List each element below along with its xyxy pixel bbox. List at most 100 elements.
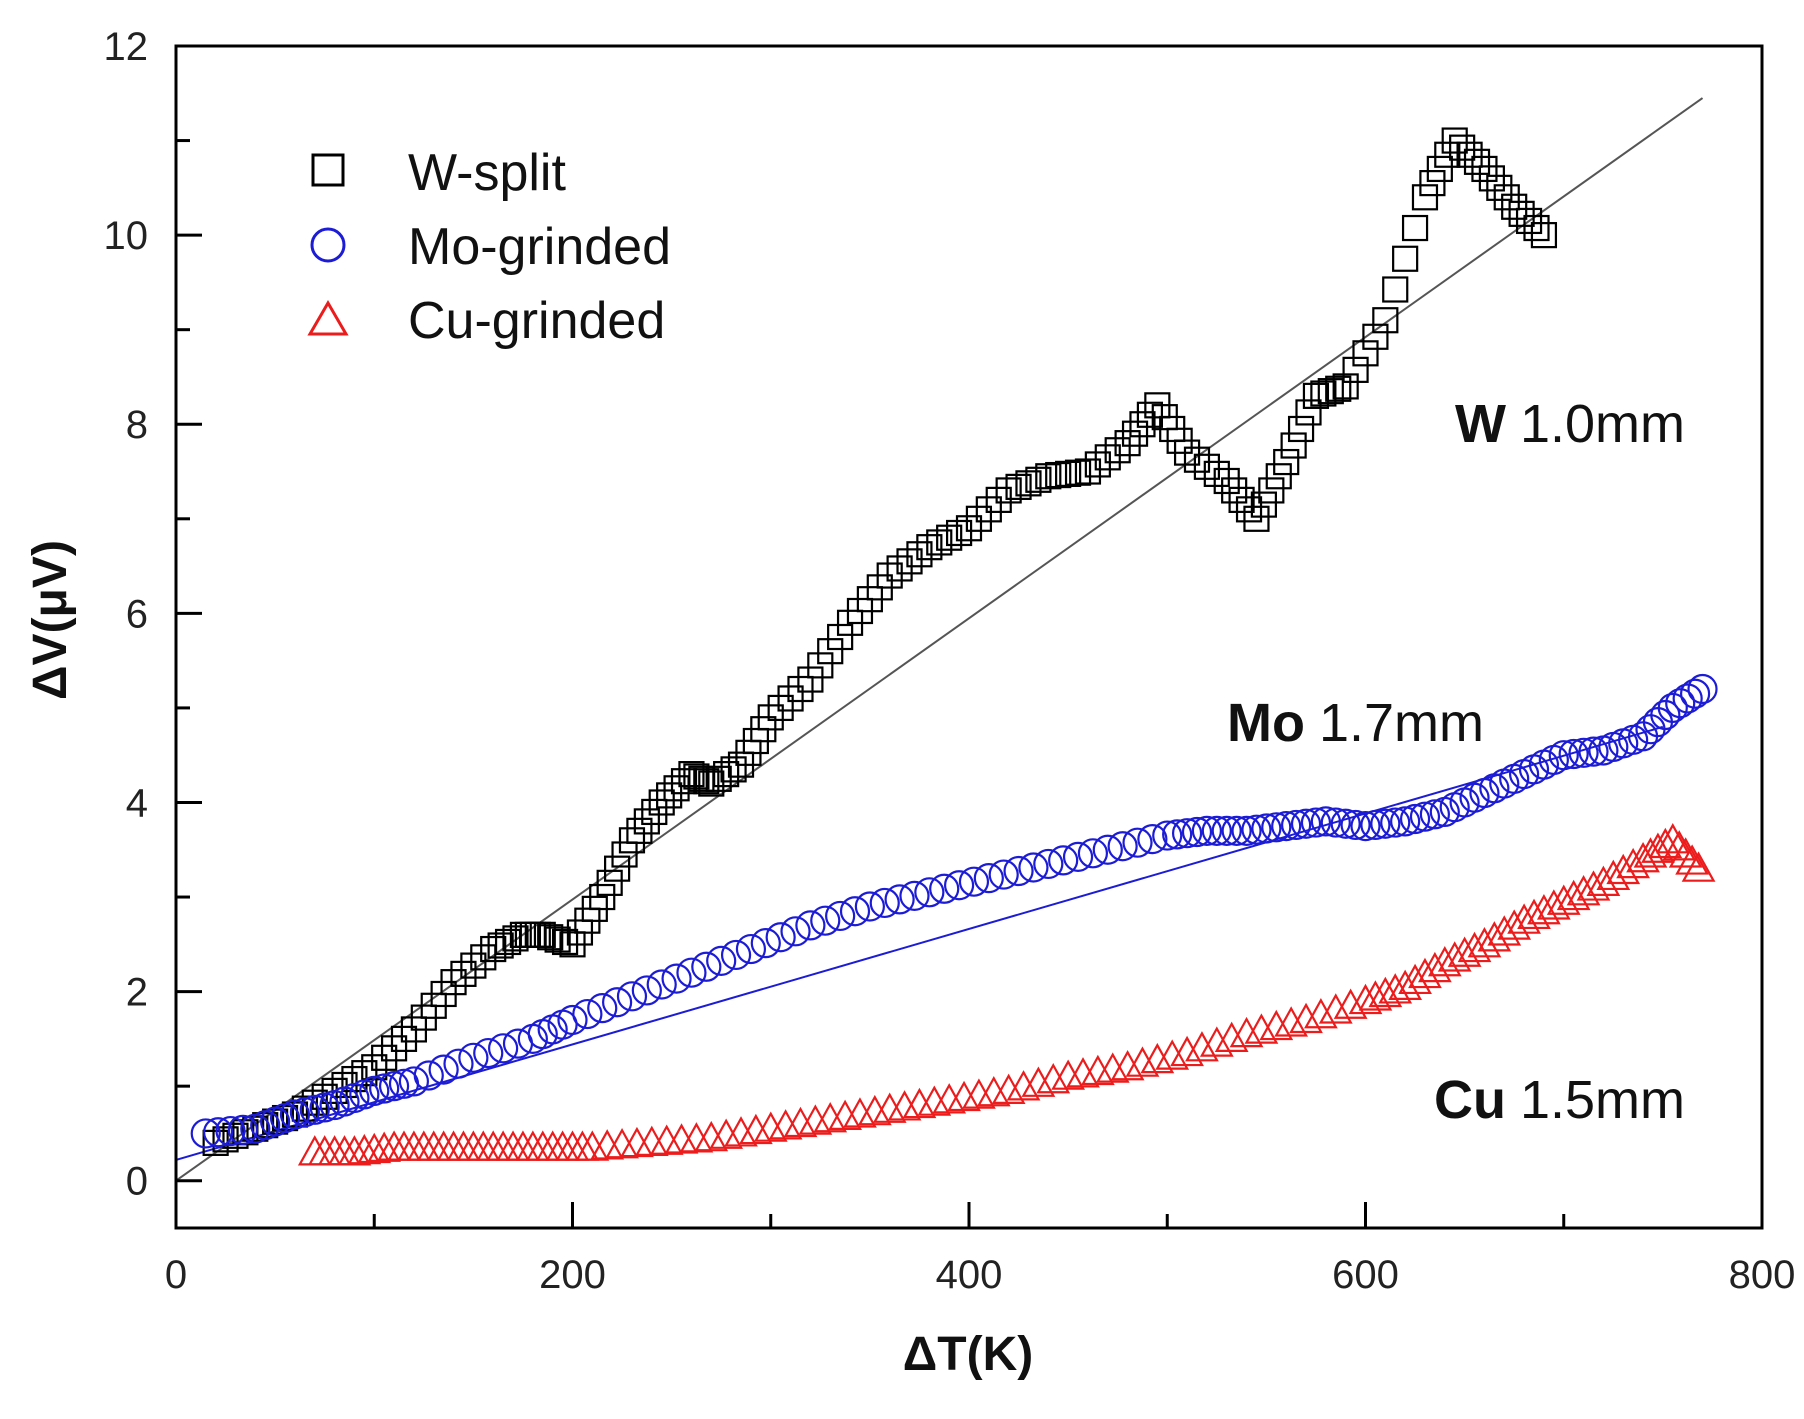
data-point-w-split	[757, 704, 784, 731]
data-point-w-split	[487, 932, 514, 959]
data-point-mo-grinded	[810, 905, 841, 936]
data-point-mo-grinded	[1018, 852, 1049, 883]
data-point-w-split	[1193, 453, 1221, 480]
data-point-mo-grinded	[1152, 820, 1183, 851]
data-point-w-split	[1045, 461, 1072, 489]
data-point-w-split	[827, 623, 854, 651]
data-point-cu-grinded	[506, 1130, 540, 1161]
annotation-w-bold: W	[1455, 394, 1506, 454]
data-point-mo-grinded	[1390, 806, 1421, 837]
data-point-w-split	[380, 1035, 408, 1062]
data-point-w-split	[683, 763, 710, 790]
data-point-mo-grinded	[428, 1054, 459, 1085]
data-point-w-split	[1258, 477, 1285, 504]
data-point-w-split	[544, 926, 571, 953]
annotation-cu: Cu 1.5mm	[1434, 1070, 1685, 1130]
data-point-mo-grinded	[661, 963, 692, 994]
data-point-w-split	[604, 855, 631, 882]
data-point-w-split	[1392, 245, 1419, 272]
data-point-cu-grinded	[1668, 837, 1703, 868]
data-point-w-split	[1129, 411, 1156, 438]
data-point-cu-grinded	[1398, 963, 1432, 995]
data-point-mo-grinded	[1370, 808, 1401, 839]
data-point-w-split	[955, 515, 983, 542]
data-point-w-split	[633, 808, 660, 835]
data-point-cu-grinded	[1333, 988, 1368, 1019]
legend-marker-mo-grinded	[310, 227, 346, 263]
annotation-w: W 1.0mm	[1455, 394, 1685, 454]
legend: W-split Mo-grinded Cu-grinded	[307, 144, 671, 350]
data-point-w-split	[1530, 222, 1558, 249]
data-point-w-split	[1243, 505, 1270, 532]
data-point-mo-grinded	[215, 1115, 246, 1147]
data-point-mo-grinded	[557, 1004, 588, 1036]
data-point-cu-grinded	[337, 1135, 372, 1166]
data-point-cu-grinded	[649, 1124, 684, 1155]
data-point-mo-grinded	[1271, 811, 1302, 842]
data-point-cu-grinded	[783, 1106, 818, 1138]
data-point-mo-grinded	[1092, 834, 1123, 865]
data-point-cu-grinded	[620, 1126, 654, 1158]
data-point-mo-grinded	[676, 957, 707, 988]
data-point-mo-grinded	[602, 987, 633, 1018]
data-point-cu-grinded	[436, 1130, 471, 1161]
data-point-w-split	[688, 765, 715, 792]
data-point-cu-grinded	[1259, 1009, 1294, 1041]
data-point-w-split	[1136, 401, 1164, 428]
data-point-w-split	[1434, 141, 1461, 168]
data-point-mo-grinded	[958, 866, 990, 897]
data-point-cu-grinded	[406, 1130, 441, 1161]
data-point-mo-grinded	[1679, 678, 1711, 709]
data-point-cu-grinded	[590, 1129, 625, 1160]
data-point-w-split	[1478, 165, 1505, 192]
data-point-cu-grinded	[416, 1130, 451, 1161]
data-point-cu-grinded	[813, 1101, 848, 1133]
data-point-mo-grinded	[227, 1114, 259, 1145]
data-point-mo-grinded	[299, 1094, 330, 1125]
data-point-mo-grinded	[1558, 738, 1589, 770]
data-point-w-split	[1025, 466, 1052, 493]
y-tick-label-2: 2	[126, 971, 148, 1015]
data-point-mo-grinded	[899, 880, 930, 911]
data-point-w-split	[1501, 193, 1528, 220]
data-point-cu-grinded	[887, 1090, 922, 1121]
legend-label-cu-grinded: Cu-grinded	[408, 292, 665, 350]
data-point-cu-grinded	[1110, 1049, 1145, 1081]
data-point-cu-grinded	[664, 1123, 699, 1154]
data-point-mo-grinded	[1399, 803, 1431, 835]
data-point-mo-grinded	[289, 1097, 320, 1128]
data-point-mo-grinded	[1290, 808, 1322, 839]
data-point-cu-grinded	[1586, 865, 1621, 896]
data-point-cu-grinded	[575, 1130, 610, 1161]
data-point-w-split	[1250, 491, 1277, 518]
data-point-w-split	[876, 562, 903, 589]
series-cu-grinded	[297, 823, 1716, 1166]
data-point-mo-grinded	[1657, 692, 1688, 724]
data-point-w-split	[1035, 463, 1062, 490]
data-point-mo-grinded	[646, 969, 677, 1000]
data-point-mo-grinded	[203, 1117, 234, 1148]
y-tick-label-6: 6	[126, 592, 148, 636]
data-point-cu-grinded	[1662, 830, 1697, 861]
data-point-w-split	[551, 928, 579, 956]
data-point-w-split	[713, 761, 740, 788]
data-point-w-split	[1114, 430, 1141, 457]
data-point-w-split	[656, 782, 683, 809]
data-point-w-split	[916, 534, 943, 561]
data-point-mo-grinded	[720, 939, 752, 971]
data-point-w-split	[1325, 375, 1352, 402]
data-point-cu-grinded	[1616, 847, 1651, 879]
data-point-mo-grinded	[943, 870, 975, 901]
data-point-cu-grinded	[1318, 993, 1353, 1024]
annotation-mo-bold: Mo	[1227, 693, 1305, 753]
data-point-mo-grinded	[1672, 683, 1703, 714]
data-point-mo-grinded	[1162, 819, 1193, 850]
data-point-cu-grinded	[397, 1130, 431, 1161]
series-w-split	[202, 127, 1558, 1156]
data-point-mo-grinded	[780, 916, 811, 947]
data-point-mo-grinded	[1137, 824, 1168, 855]
data-point-cu-grinded	[1155, 1039, 1190, 1070]
data-point-w-split	[945, 519, 973, 547]
data-point-mo-grinded	[1687, 673, 1718, 705]
